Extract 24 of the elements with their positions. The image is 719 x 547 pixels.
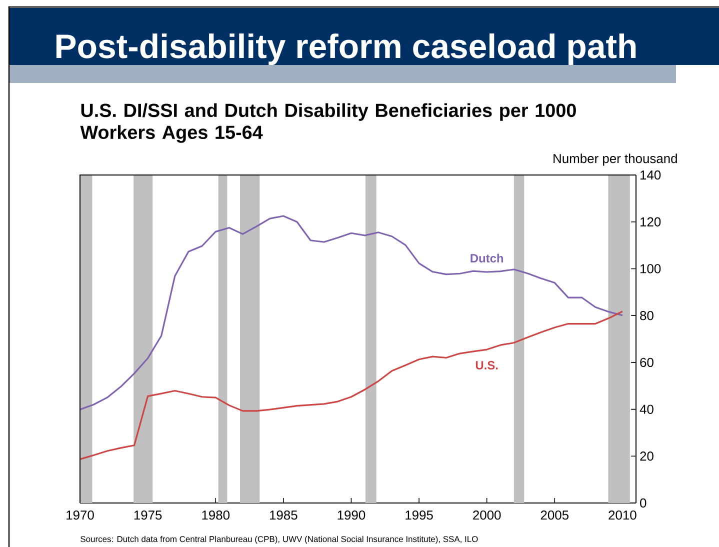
y-tick-label: 40	[640, 404, 654, 414]
y-axis-title: Number per thousand	[554, 154, 677, 166]
x-tick-label: 2005	[540, 510, 568, 520]
x-tick-label: 1980	[202, 510, 230, 520]
y-tick-label: 140	[640, 170, 661, 180]
y-tick-label: 0	[640, 498, 646, 508]
x-tick-label: 1975	[134, 510, 162, 520]
y-tick-label: 100	[640, 264, 661, 274]
series-label: Dutch	[470, 254, 504, 262]
y-tick-label: 80	[640, 310, 654, 320]
y-tick-label: 120	[640, 217, 661, 226]
source-note: Sources: Dutch data from Central Planbureau (CPB), UWV (National Social Insurance Institute), SSA, ILO	[80, 536, 478, 544]
y-tick-label: 60	[640, 358, 654, 368]
x-tick-label: 1970	[66, 510, 94, 520]
x-tick-label: 1995	[406, 510, 433, 520]
x-tick-label: 2010	[608, 510, 636, 520]
line-series	[79, 215, 624, 410]
x-tick-label: 1990	[338, 510, 366, 520]
x-tick-label: 1985	[270, 510, 298, 520]
x-tick-label: 2000	[473, 510, 501, 520]
chart-title: Post-disability reform caseload path	[56, 33, 636, 66]
y-tick-label: 20	[640, 452, 654, 461]
series-label: U.S.	[476, 361, 498, 370]
chart-subtitle: U.S. DI/SSI and Dutch Disability Beneficiaries per 1000 Workers Ages 15-64	[80, 103, 576, 143]
